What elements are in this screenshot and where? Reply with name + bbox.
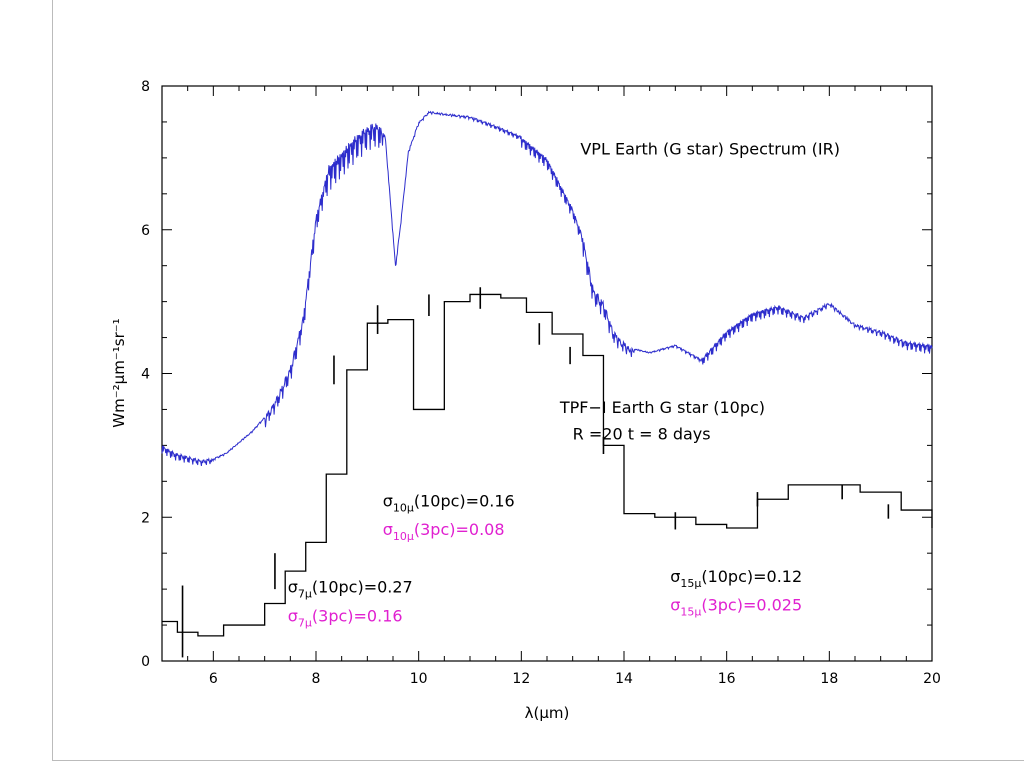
annotation-subscript: 10μ [393, 501, 414, 514]
annotation-subscript: 7μ [298, 588, 312, 601]
x-tick-label: 6 [209, 671, 218, 687]
y-tick-label: 2 [141, 510, 150, 526]
annotations-layer: VPL Earth (G star) Spectrum (IR) TPF−I Ea… [288, 139, 840, 629]
series-line-vpl-earth-spectrum [161, 110, 933, 466]
annotation-text: (10pc)=0.12 [701, 567, 802, 586]
annotation-s10a: σ10μ(10pc)=0.16 [383, 491, 515, 514]
frame-bottom-rule [52, 760, 1024, 761]
x-axis-label: λ(μm) [525, 704, 570, 722]
annotation-subscript: 7μ [298, 616, 312, 629]
annotation-text: (10pc)=0.16 [414, 491, 515, 510]
annotation-s10b: σ10μ(3pc)=0.08 [383, 520, 505, 543]
y-tick-label: 0 [141, 654, 150, 670]
x-tick-label: 18 [820, 671, 838, 687]
annotation-sigma-symbol: σ [670, 567, 680, 586]
annotation-tpf1: TPF−I Earth G star (10pc) [559, 398, 765, 417]
series-step-tpf-i [162, 293, 933, 637]
annotation-sigma-symbol: σ [288, 578, 298, 597]
annotation-subscript: 15μ [680, 577, 701, 590]
annotation-s7a: σ7μ(10pc)=0.27 [288, 578, 413, 601]
annotation-sigma-symbol: σ [383, 491, 393, 510]
annotation-text: (3pc)=0.025 [701, 596, 802, 615]
annotation-s7b: σ7μ(3pc)=0.16 [288, 606, 403, 629]
y-tick-label: 4 [141, 367, 150, 383]
annotation-text: (3pc)=0.08 [414, 520, 505, 539]
x-tick-label: 14 [615, 671, 633, 687]
annotation-sigma-symbol: σ [670, 596, 680, 615]
plot-frame [161, 85, 933, 662]
annotation-sigma-symbol: σ [383, 520, 393, 539]
x-tick-label: 16 [718, 671, 736, 687]
y-tick-label: 8 [141, 79, 150, 95]
annotation-s15b: σ15μ(3pc)=0.025 [670, 596, 802, 619]
series-layer [161, 110, 933, 658]
y-axis-ticks: 0 2 4 6 8 [141, 79, 932, 670]
y-axis-label: Wm⁻²μm⁻¹sr⁻¹ [110, 318, 128, 427]
annotation-text: (10pc)=0.27 [312, 578, 413, 597]
annotation-vpl: VPL Earth (G star) Spectrum (IR) [580, 139, 840, 158]
annotation-subscript: 10μ [393, 530, 414, 543]
x-tick-label: 12 [512, 671, 530, 687]
x-tick-label: 20 [923, 671, 941, 687]
annotation-subscript: 15μ [680, 606, 701, 619]
x-tick-label: 8 [312, 671, 321, 687]
x-axis-ticks: 6 8 10 12 14 16 18 20 [187, 86, 941, 687]
annotation-tpf2: R =20 t = 8 days [573, 425, 711, 444]
y-tick-label: 6 [141, 223, 150, 239]
frame-left-rule [52, 0, 53, 760]
annotation-s15a: σ15μ(10pc)=0.12 [670, 567, 802, 590]
annotation-text: (3pc)=0.16 [312, 606, 403, 625]
annotation-sigma-symbol: σ [288, 606, 298, 625]
x-tick-label: 10 [410, 671, 428, 687]
